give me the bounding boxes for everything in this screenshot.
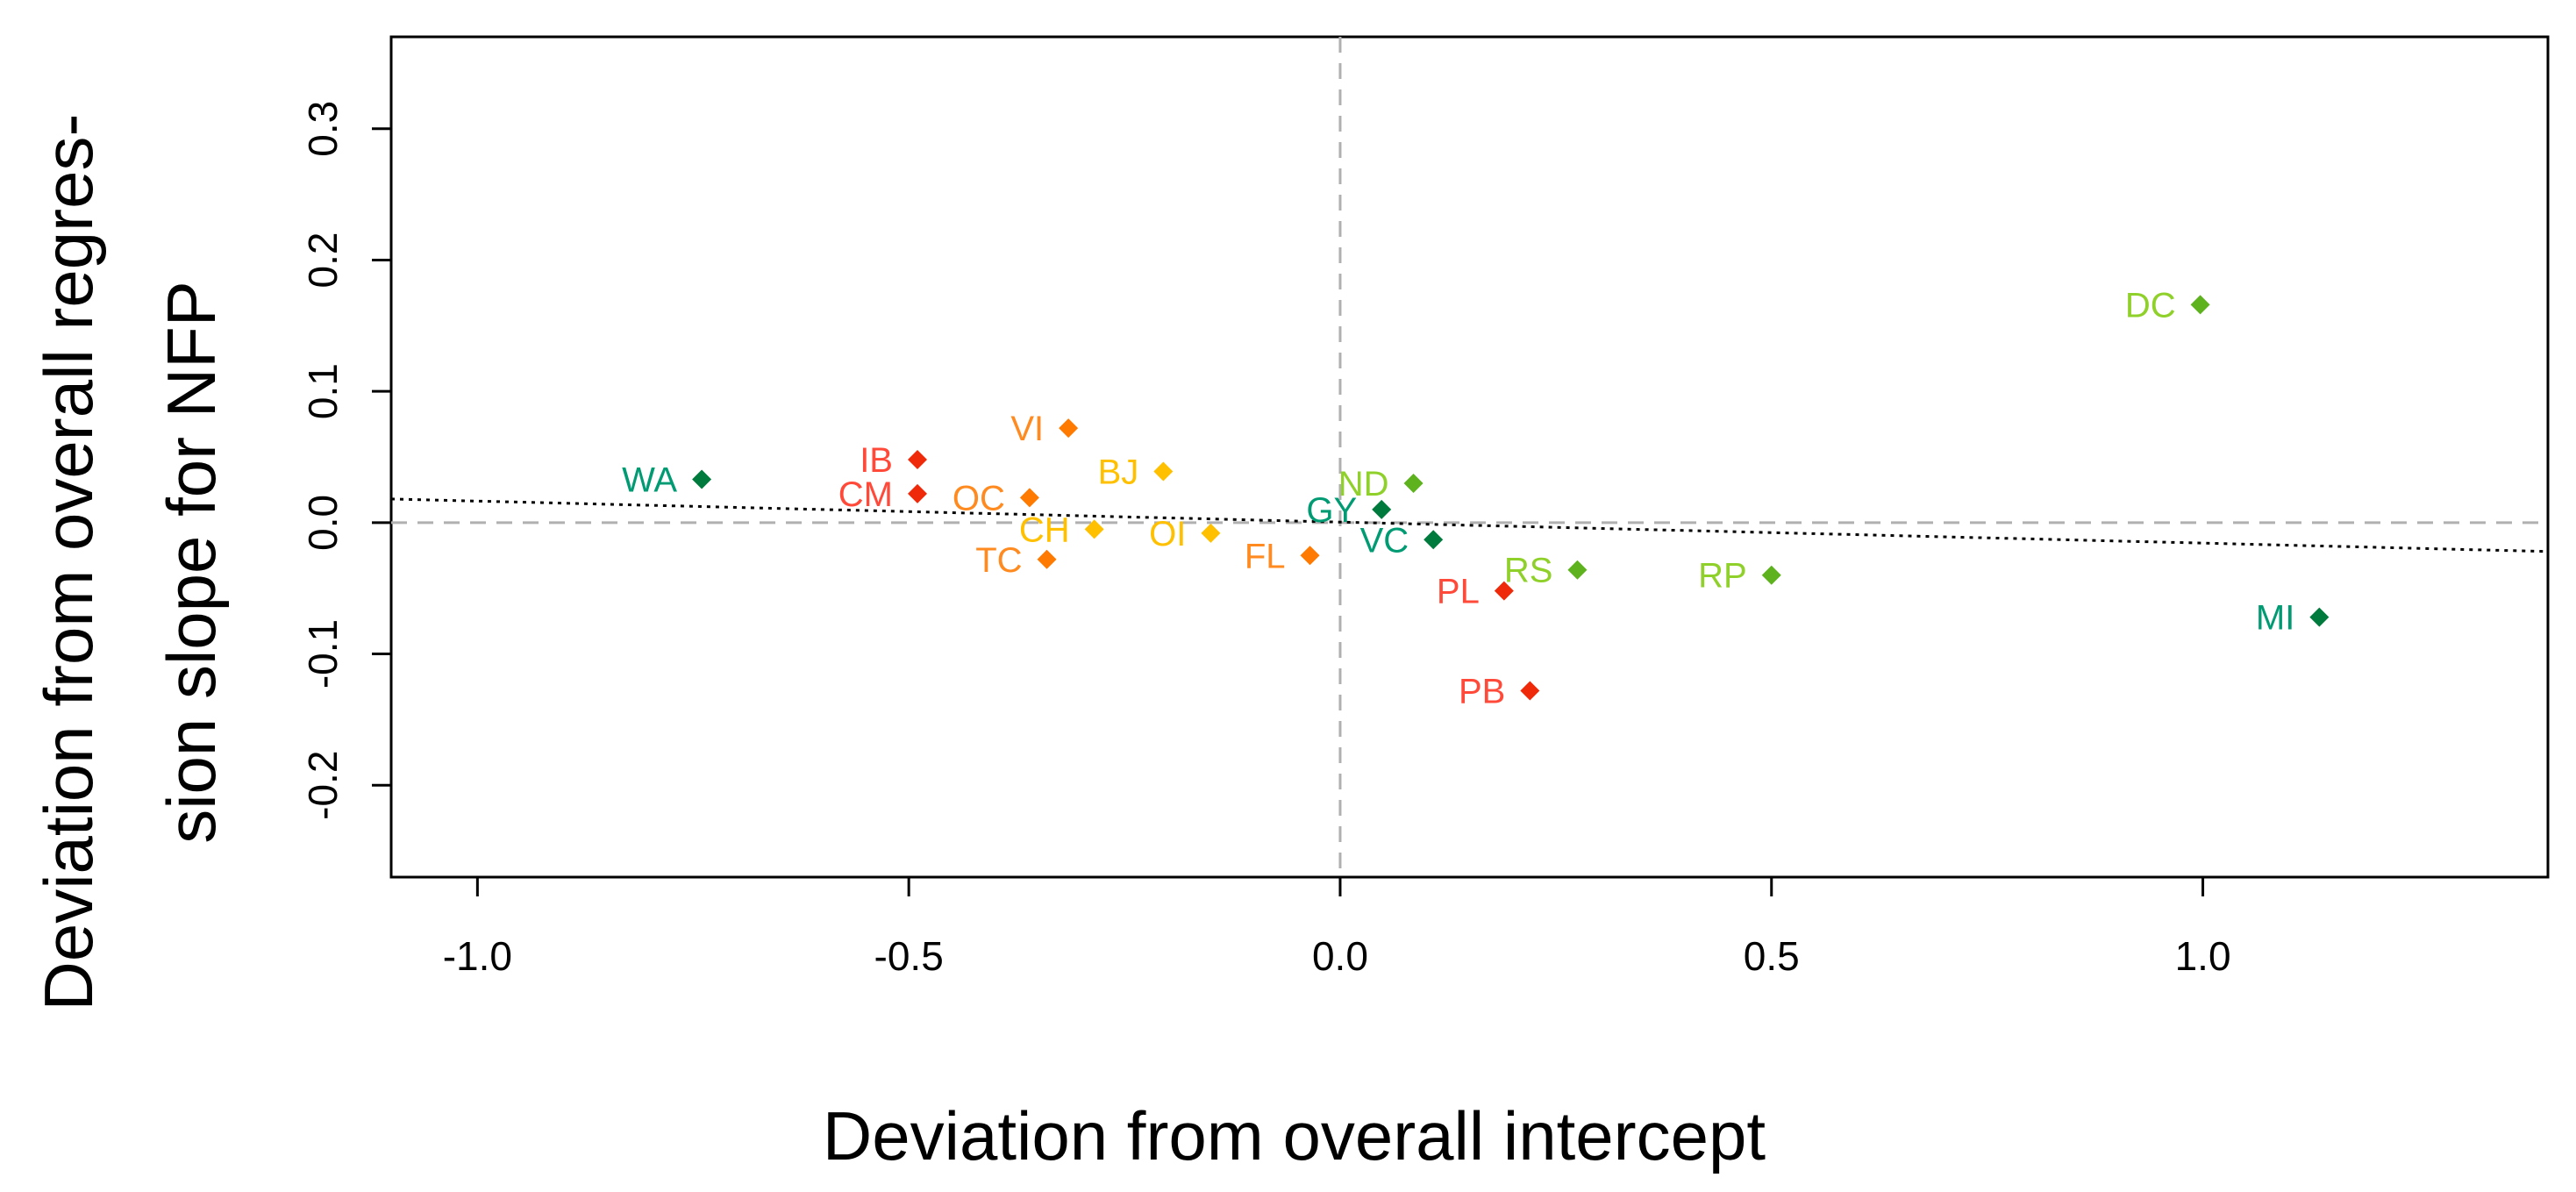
x-tick-label: 0.5 xyxy=(1744,933,1800,979)
data-point-vc xyxy=(1424,530,1444,550)
point-label-rp: RP xyxy=(1698,557,1747,596)
point-label-vi: VI xyxy=(1010,410,1044,448)
trend-line-layer xyxy=(390,497,2549,553)
point-label-wa: WA xyxy=(622,460,677,499)
point-label-oi: OI xyxy=(1149,515,1186,553)
data-point-ib xyxy=(907,449,927,469)
data-point-vi xyxy=(1059,418,1079,439)
point-label-ib: IB xyxy=(860,441,893,480)
point-label-ch: CH xyxy=(1019,510,1070,549)
y-tick-label: 0.2 xyxy=(300,232,346,288)
y-tick-label: 0.1 xyxy=(300,363,346,419)
y-axis-title-line-2: sion slope for NFP xyxy=(153,281,230,844)
data-point-gy xyxy=(1372,499,1392,519)
y-tick-label: 0.3 xyxy=(300,101,346,157)
point-label-pb: PB xyxy=(1459,672,1505,710)
data-point-pb xyxy=(1520,681,1540,701)
point-label-gy: GY xyxy=(1306,491,1357,530)
data-point-ch xyxy=(1084,519,1104,539)
data-point-mi xyxy=(2309,607,2330,627)
point-label-dc: DC xyxy=(2125,286,2176,325)
trend-line xyxy=(390,497,2549,553)
y-axis-title-line-1: Deviation from overall regres- xyxy=(30,113,107,1010)
reference-lines xyxy=(391,37,2548,877)
y-tick-label: -0.1 xyxy=(300,619,346,689)
data-point-fl xyxy=(1300,546,1320,566)
points-layer xyxy=(692,295,2330,701)
data-point-wa xyxy=(692,469,712,489)
x-tick-label: -0.5 xyxy=(874,933,944,979)
x-tick-label: 0.0 xyxy=(1312,933,1368,979)
axis-layer: -1.0 -0.5 0.0 0.5 1.0 -0.2 -0.1 0.0 0.1 0.2 0.3 Dev… xyxy=(30,35,2550,1174)
point-label-tc: TC xyxy=(975,541,1022,580)
plot-frame xyxy=(389,35,2550,879)
point-label-fl: FL xyxy=(1245,537,1286,575)
data-point-oc xyxy=(1019,488,1039,508)
y-tick-label: 0.0 xyxy=(300,495,346,551)
data-point-rp xyxy=(1761,565,1781,585)
point-label-nd: ND xyxy=(1338,465,1389,503)
data-point-dc xyxy=(2190,295,2210,315)
x-tick-label: -1.0 xyxy=(443,933,512,979)
data-point-tc xyxy=(1037,549,1057,569)
data-point-rs xyxy=(1567,560,1588,580)
point-label-vc: VC xyxy=(1360,521,1409,560)
point-label-rs: RS xyxy=(1504,552,1553,590)
point-label-oc: OC xyxy=(953,479,1005,517)
y-tick-label: -0.2 xyxy=(300,751,346,820)
point-label-mi: MI xyxy=(2256,599,2294,638)
data-point-oi xyxy=(1201,523,1221,543)
data-point-cm xyxy=(907,483,927,503)
data-point-bj xyxy=(1153,461,1174,482)
data-point-pl xyxy=(1494,581,1514,601)
x-tick-label: 1.0 xyxy=(2175,933,2231,979)
x-axis-title: Deviation from overall intercept xyxy=(823,1097,1766,1174)
data-point-nd xyxy=(1403,473,1424,493)
point-label-bj: BJ xyxy=(1098,453,1139,491)
point-label-pl: PL xyxy=(1437,573,1480,611)
point-label-cm: CM xyxy=(838,475,893,514)
